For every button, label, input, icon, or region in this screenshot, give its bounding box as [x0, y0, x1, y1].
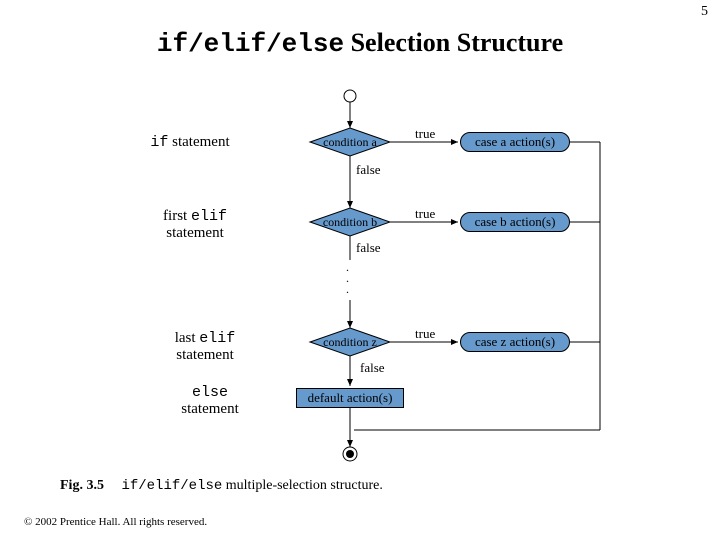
label-first-elif-post: statement	[166, 225, 223, 241]
ellipsis-dots: ...	[346, 262, 349, 294]
label-last-elif-code: elif	[199, 330, 235, 347]
action-z-box: case z action(s)	[460, 332, 570, 352]
flowchart-svg	[0, 0, 720, 540]
label-first-elif-code: elif	[191, 208, 227, 225]
label-if-rest: statement	[168, 134, 229, 150]
diamond-cond-a	[310, 128, 390, 156]
default-action-box: default action(s)	[296, 388, 404, 408]
start-node	[344, 90, 356, 102]
caption-fig: Fig. 3.5	[60, 478, 104, 493]
end-node-inner	[346, 450, 354, 458]
copyright-text: © 2002 Prentice Hall. All rights reserve…	[24, 516, 207, 528]
caption-code: if/elif/else	[121, 478, 222, 494]
label-else: else statement	[160, 384, 260, 419]
label-first-elif: first elif statement	[140, 208, 250, 243]
label-first-elif-pre: first	[163, 208, 191, 224]
label-last-elif-post: statement	[176, 347, 233, 363]
label-last-elif-pre: last	[175, 330, 200, 346]
label-if-code: if	[150, 134, 168, 151]
diamond-cond-b	[310, 208, 390, 236]
edge-false-z: false	[360, 360, 385, 376]
edge-false-a: false	[356, 162, 381, 178]
label-else-post: statement	[181, 401, 238, 417]
edge-true-a: true	[415, 126, 435, 142]
diamond-cond-z	[310, 328, 390, 356]
label-if: if statement	[130, 134, 250, 151]
edge-true-z: true	[415, 326, 435, 342]
action-b-box: case b action(s)	[460, 212, 570, 232]
figure-caption: Fig. 3.5 if/elif/else multiple-selection…	[60, 478, 383, 494]
edge-false-b: false	[356, 240, 381, 256]
action-a-box: case a action(s)	[460, 132, 570, 152]
label-last-elif: last elif statement	[150, 330, 260, 365]
caption-rest: multiple-selection structure.	[222, 478, 383, 493]
label-else-code: else	[192, 384, 228, 401]
edge-true-b: true	[415, 206, 435, 222]
